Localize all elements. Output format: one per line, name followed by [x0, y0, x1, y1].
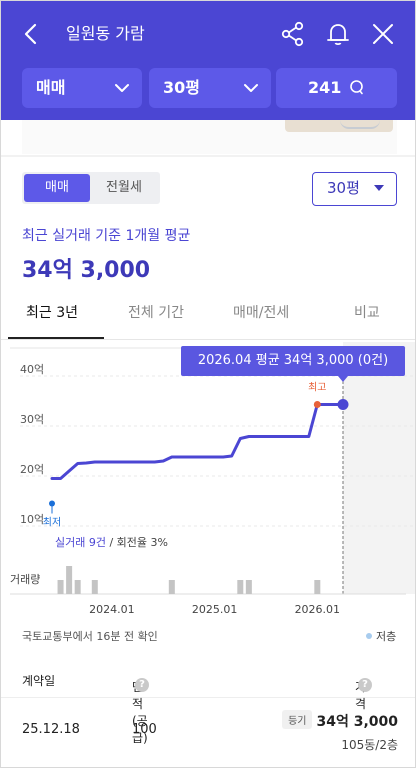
segment-sale[interactable]: 매매 — [24, 174, 90, 202]
tab-all-period[interactable]: 전체 기간 — [128, 305, 184, 321]
size-select[interactable]: 30평 — [312, 172, 397, 206]
tab-recent-3y[interactable]: 최근 3년 — [26, 305, 78, 321]
turnover-rate: / 회전율 3% — [105, 536, 168, 549]
legend-dot-icon — [366, 633, 372, 639]
legend-low-floor-label: 저층 — [376, 630, 397, 643]
row-unit: 105동/2층 — [341, 738, 398, 752]
header-contract-date: 계약일 — [22, 674, 56, 688]
back-icon[interactable] — [20, 22, 44, 46]
size-filter[interactable]: 30평 — [149, 68, 271, 108]
legend-low-floor: 저층 — [366, 628, 396, 644]
trade-type-label: 매매 — [36, 78, 66, 97]
registered-badge: 등기 — [282, 710, 313, 729]
y-tick-label: 30억 — [20, 413, 44, 426]
photo-thumbnail[interactable] — [285, 120, 393, 132]
page-title: 일원동 가람 — [66, 24, 145, 43]
min-point — [49, 500, 55, 507]
average-value: 34억 3,000 — [22, 258, 151, 283]
tooltip-pointer — [338, 376, 348, 382]
volume-label: 거래량 — [10, 573, 40, 586]
listings-count: 241 — [308, 78, 342, 97]
top-bar: 일원동 가람 — [0, 12, 416, 56]
size-filter-label: 30평 — [163, 78, 200, 97]
search-icon — [350, 80, 363, 95]
x-tick-label: 2024.01 — [89, 603, 135, 616]
size-select-value: 30평 — [327, 179, 360, 197]
volume-bar — [245, 580, 252, 594]
volume-bar — [237, 580, 244, 594]
x-tick-label: 2026.01 — [295, 603, 341, 616]
listings-button[interactable]: 241 — [276, 68, 397, 108]
help-icon[interactable]: ? — [358, 678, 372, 692]
y-tick-label: 40억 — [20, 363, 44, 376]
volume-bar — [314, 580, 321, 594]
row-price-block: 등기 34억 3,000 — [282, 710, 398, 731]
tab-compare[interactable]: 비교 — [354, 305, 380, 321]
average-label: 최근 실거래 기준 1개월 평균 — [22, 228, 191, 244]
tab-sale-rent[interactable]: 매매/전세 — [233, 305, 290, 321]
y-tick-label: 10억 — [20, 513, 44, 526]
trade-segment: 매매 전월세 — [22, 172, 160, 204]
chevron-down-icon — [244, 84, 258, 92]
volume-bar — [168, 580, 175, 594]
header: 일원동 가람 매매 30평 241 — [0, 0, 416, 120]
active-tab-underline — [8, 337, 104, 339]
data-source: 국토교통부에서 16분 전 확인 — [22, 630, 158, 643]
bell-icon[interactable] — [325, 21, 351, 47]
share-icon[interactable] — [280, 21, 306, 47]
y-tick-label: 20억 — [20, 463, 44, 476]
row-area: 100 — [132, 722, 157, 737]
period-tabs: 최근 3년 전체 기간 매매/전세 비교 — [0, 298, 416, 340]
section-divider — [0, 155, 416, 157]
segment-rent[interactable]: 전월세 — [106, 180, 142, 195]
min-label: 최저 — [43, 517, 61, 529]
row-price: 34억 3,000 — [316, 714, 398, 730]
volume-bar — [57, 580, 64, 594]
chart-tooltip: 2026.04 평균 34억 3,000 (0건) — [181, 346, 405, 376]
chevron-down-icon — [115, 84, 129, 92]
trade-type-filter[interactable]: 매매 — [22, 68, 142, 108]
max-point — [313, 401, 321, 408]
future-shade — [343, 342, 416, 594]
transaction-table-header: 계약일 면적(공급)? 가격? — [0, 666, 416, 745]
volume-bar — [66, 566, 73, 594]
volume-bar — [74, 580, 81, 594]
help-icon[interactable]: ? — [135, 678, 149, 692]
transaction-count: 실거래 9건 — [55, 536, 106, 549]
x-tick-label: 2025.01 — [192, 603, 238, 616]
row-date: 25.12.18 — [22, 722, 80, 737]
table-row[interactable]: 25.12.18 100 등기 34억 3,000 105동/2층 — [0, 700, 416, 760]
price-line — [50, 403, 345, 480]
transaction-info: 실거래 9건 / 회전율 3% — [55, 534, 168, 550]
caret-down-icon — [374, 185, 384, 191]
max-label: 최고 — [308, 382, 326, 394]
volume-bar — [91, 580, 98, 594]
close-icon[interactable] — [371, 22, 395, 46]
